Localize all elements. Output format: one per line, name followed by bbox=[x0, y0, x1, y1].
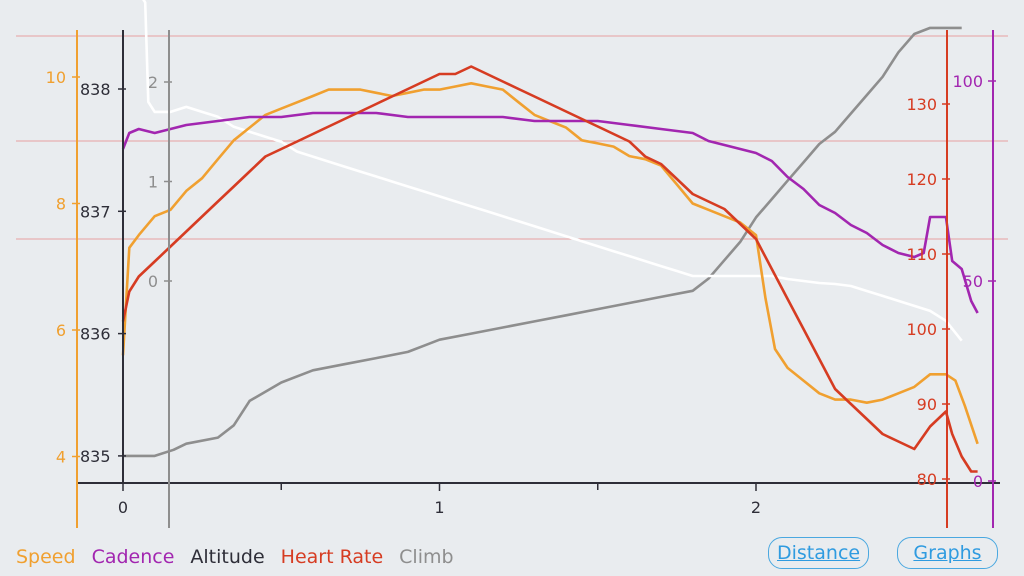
cadence-tick-label-0: 0 bbox=[973, 472, 983, 491]
legend-altitude[interactable]: Altitude bbox=[190, 546, 265, 568]
distance-button[interactable]: Distance bbox=[768, 537, 869, 569]
series-lines bbox=[121, 0, 979, 473]
heart-rate-tick-label-110: 110 bbox=[906, 245, 937, 264]
altitude-tick-label-835: 835 bbox=[80, 447, 111, 466]
heart-rate-tick-label-130: 130 bbox=[906, 95, 937, 114]
series-line-altitude bbox=[123, 26, 962, 458]
climb-tick-label-0: 0 bbox=[148, 272, 158, 291]
cadence-tick-label-100: 100 bbox=[952, 72, 983, 91]
gridlines bbox=[16, 35, 1008, 240]
altitude-tick-label-838: 838 bbox=[80, 80, 111, 99]
series-line-heart-rate bbox=[121, 65, 978, 473]
altitude-tick-label-836: 836 bbox=[80, 325, 111, 344]
legend-heart-rate[interactable]: Heart Rate bbox=[280, 546, 384, 568]
climb-tick-label-2: 2 bbox=[148, 73, 158, 92]
heart-rate-tick-label-100: 100 bbox=[906, 320, 937, 339]
cadence-tick-label-50: 50 bbox=[963, 272, 983, 291]
x-tick-label-1: 1 bbox=[434, 498, 444, 517]
legend: Speed Cadence Altitude Heart Rate Climb bbox=[16, 544, 454, 570]
x-tick-label-2: 2 bbox=[751, 498, 761, 517]
legend-climb[interactable]: Climb bbox=[399, 546, 454, 568]
heart-rate-tick-label-120: 120 bbox=[906, 170, 937, 189]
climb-tick-label-1: 1 bbox=[148, 173, 158, 192]
graphs-button[interactable]: Graphs bbox=[897, 537, 998, 569]
speed-tick-label-4: 4 bbox=[56, 448, 66, 467]
series-line-speed bbox=[121, 82, 979, 445]
altitude-tick-label-837: 837 bbox=[80, 202, 111, 221]
series-line-cadence bbox=[121, 111, 979, 314]
legend-cadence[interactable]: Cadence bbox=[91, 546, 175, 568]
speed-tick-label-8: 8 bbox=[56, 195, 66, 214]
legend-speed[interactable]: Speed bbox=[16, 546, 76, 568]
heart-rate-tick-label-80: 80 bbox=[917, 470, 937, 489]
speed-tick-label-10: 10 bbox=[46, 68, 66, 87]
x-tick-label-0: 0 bbox=[118, 498, 128, 517]
axes: 0 1 2 4 6 8 10 835 836 837 838 0 1 2 80 90 100 110 120 130 0… bbox=[46, 30, 1000, 528]
speed-tick-label-6: 6 bbox=[56, 321, 66, 340]
series-line-climb bbox=[142, 0, 963, 342]
heart-rate-tick-label-90: 90 bbox=[917, 395, 937, 414]
